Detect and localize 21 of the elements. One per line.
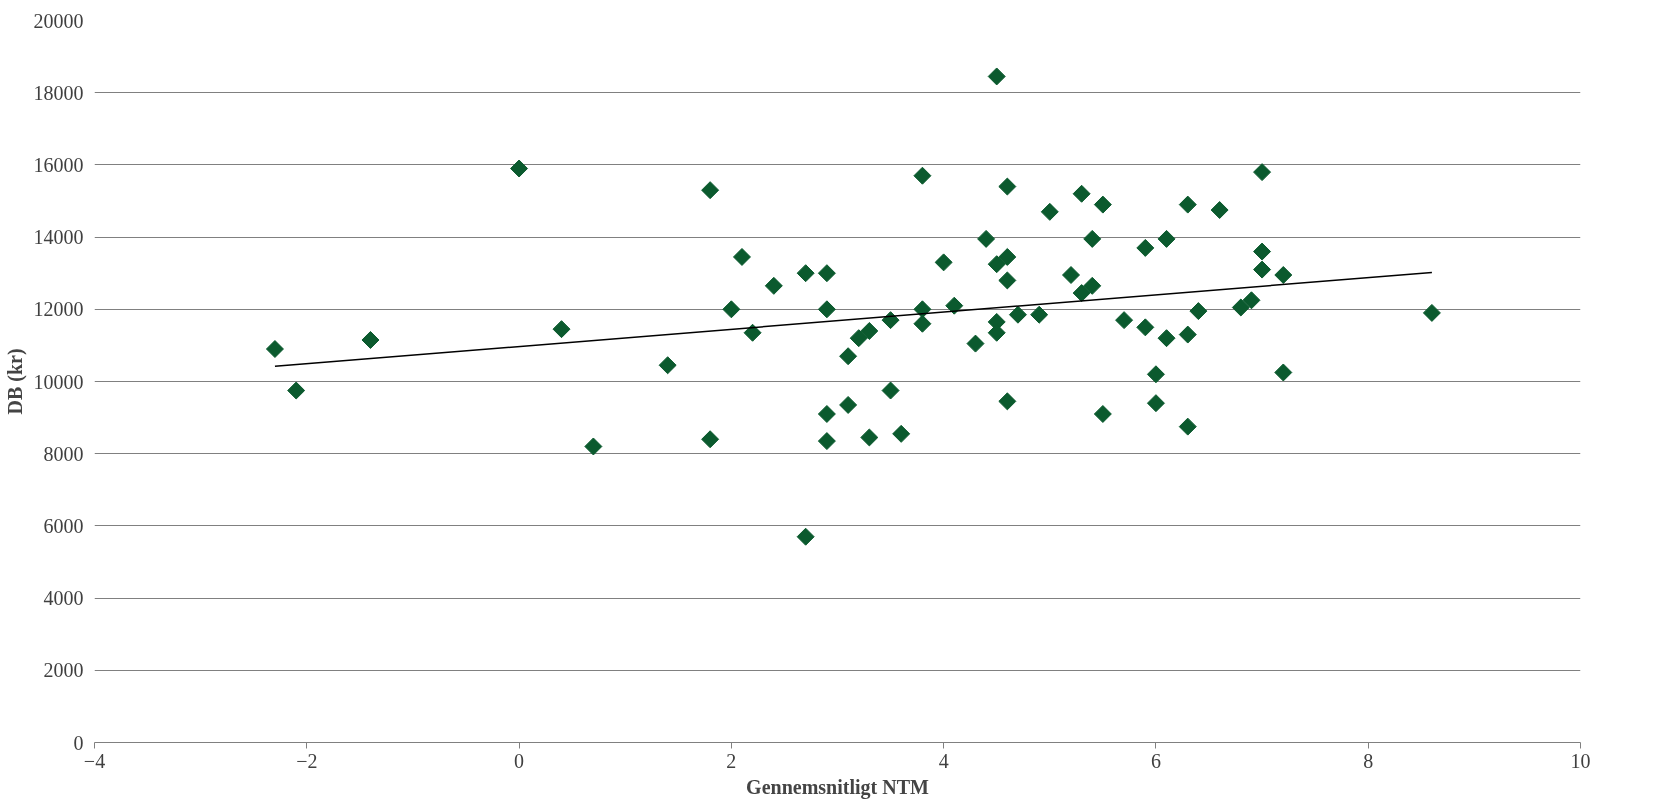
- y-tick-label: 0: [73, 731, 84, 754]
- x-tick-label: 10: [1570, 749, 1591, 772]
- y-tick-label: 20000: [33, 9, 84, 32]
- x-tick-label: −4: [83, 749, 106, 772]
- y-tick-label: 16000: [33, 153, 84, 176]
- y-tick-label: 12000: [33, 298, 84, 321]
- y-axis-title: DB (kr): [3, 348, 27, 415]
- x-tick-label: 8: [1363, 749, 1374, 772]
- y-tick-label: 4000: [43, 587, 84, 610]
- y-tick-label: 8000: [43, 442, 84, 465]
- y-tick-label: 18000: [33, 81, 84, 104]
- x-tick-label: 6: [1150, 749, 1161, 772]
- y-tick-label: 6000: [43, 514, 84, 537]
- x-tick-label: 4: [938, 749, 949, 772]
- y-tick-label: 2000: [43, 659, 84, 682]
- x-tick-label: −2: [296, 749, 318, 772]
- y-tick-label: 14000: [33, 226, 84, 249]
- x-axis-title: Gennemsnitligt NTM: [746, 775, 930, 799]
- y-tick-label: 10000: [33, 370, 84, 393]
- x-tick-label: 2: [726, 749, 737, 772]
- x-tick-label: 0: [514, 749, 525, 772]
